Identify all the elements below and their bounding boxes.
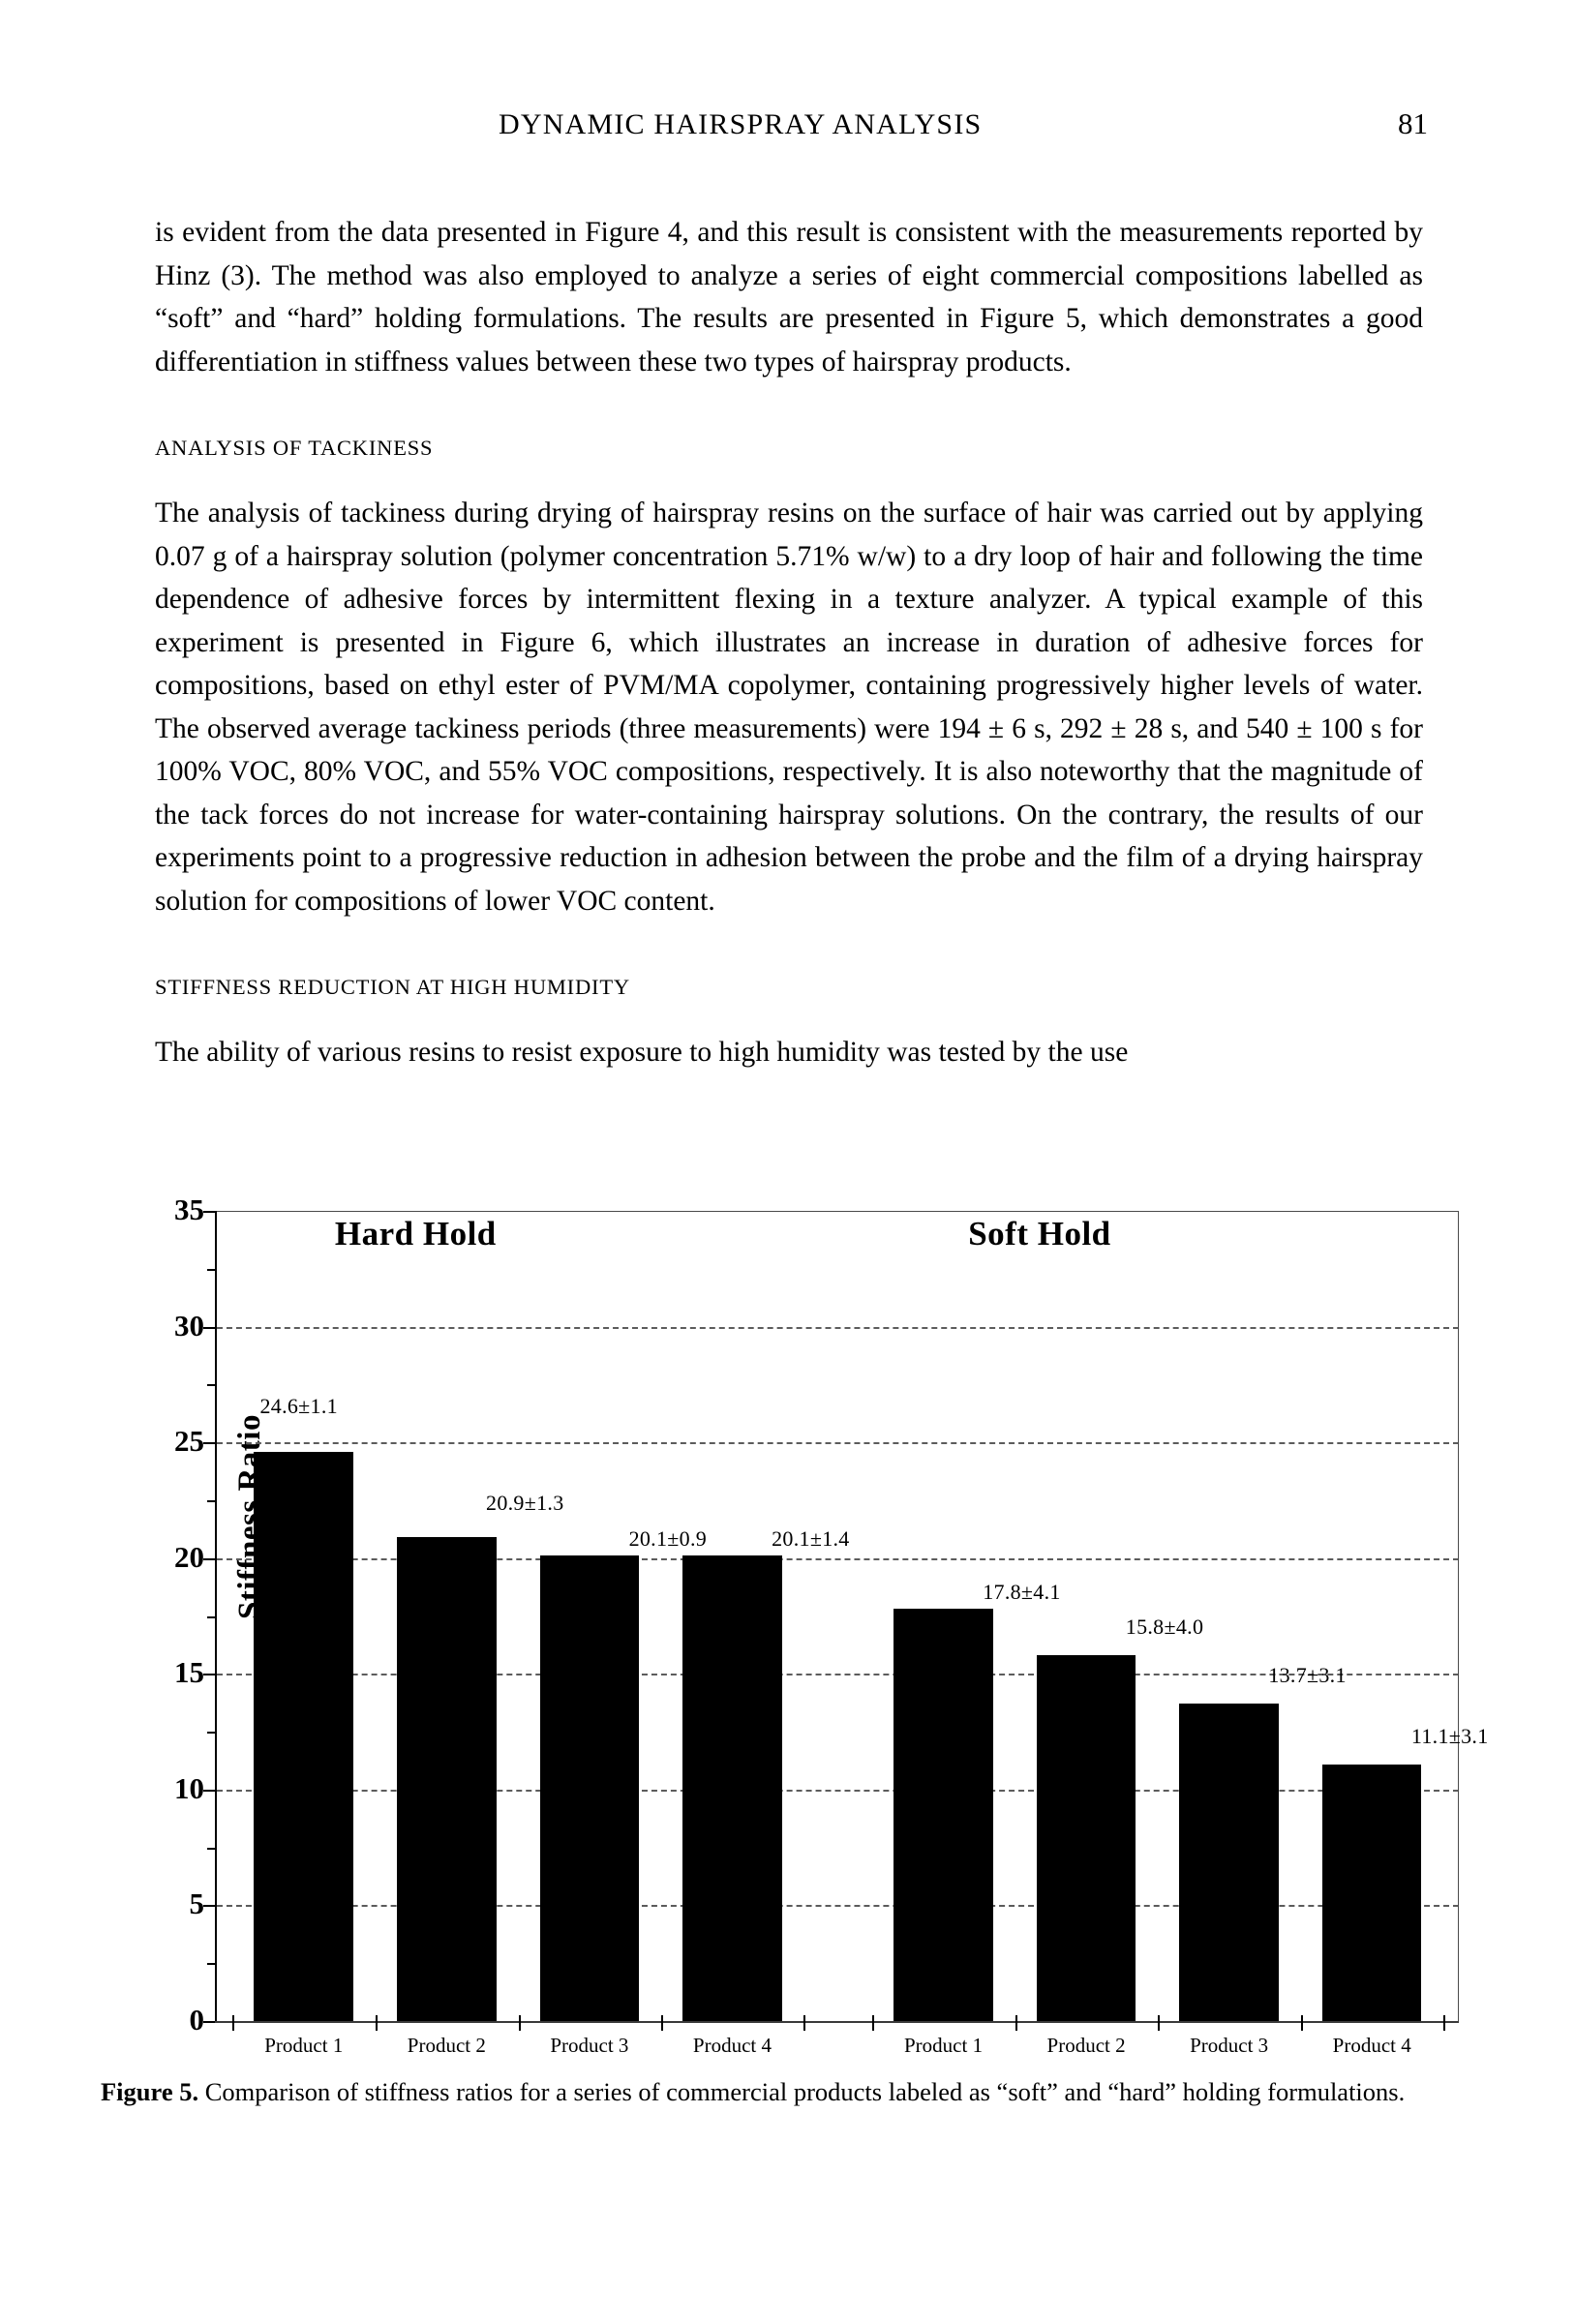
section-heading-analysis-of-tackiness: ANALYSIS OF TACKINESS — [155, 436, 434, 460]
group-label: Soft Hold — [968, 1215, 1111, 1253]
y-tick-label: 5 — [189, 1886, 205, 1921]
bar — [539, 1555, 640, 2021]
section-heading-stiffness-reduction: STIFFNESS REDUCTION AT HIGH HUMIDITY — [155, 975, 630, 999]
x-tick — [1300, 2015, 1303, 2031]
x-category-label: Product 2 — [1046, 2034, 1126, 2057]
y-tick-label: 0 — [189, 2003, 205, 2037]
y-tick-label: 30 — [174, 1308, 204, 1343]
bar-value-label: 20.9±1.3 — [486, 1491, 564, 1516]
figure-caption-text: Comparison of stiffness ratios for a ser… — [204, 2077, 1406, 2106]
bar — [1179, 1704, 1279, 2021]
x-category-label: Product 4 — [1332, 2034, 1411, 2057]
x-category-label: Product 3 — [1190, 2034, 1269, 2057]
running-head: DYNAMIC HAIRSPRAY ANALYSIS 81 — [150, 106, 1428, 141]
x-category-label: Product 1 — [904, 2034, 984, 2057]
group-label: Hard Hold — [334, 1215, 497, 1253]
spacer — [155, 922, 1423, 973]
x-tick — [376, 2015, 379, 2031]
bar-value-label: 20.1±0.9 — [628, 1526, 708, 1552]
paragraph-3: The ability of various resins to resist … — [155, 1037, 1129, 1068]
grid-line — [217, 1789, 1459, 1792]
bar-chart: Stiffness Ratio 0 5 10 15 20 25 30 35 Hard Hold… — [101, 1192, 1488, 2068]
y-tick-label: 10 — [174, 1770, 204, 1805]
x-tick — [232, 2015, 235, 2031]
figure-caption: Figure 5. Comparison of stiffness ratios… — [101, 2073, 1468, 2110]
grid-line — [217, 1557, 1459, 1560]
page-title: DYNAMIC HAIRSPRAY ANALYSIS — [499, 108, 983, 140]
plot-area — [215, 1211, 1459, 2022]
y-tick-minor — [207, 1732, 217, 1735]
bar-value-label: 20.1±1.4 — [772, 1526, 850, 1552]
x-tick — [1158, 2015, 1161, 2031]
figure-5: Stiffness Ratio 0 5 10 15 20 25 30 35 Hard Hold… — [101, 1192, 1488, 2165]
page-number: 81 — [1398, 106, 1428, 140]
bar-value-label: 15.8±4.0 — [1125, 1615, 1204, 1640]
y-tick-major — [203, 1905, 217, 1908]
x-tick — [661, 2015, 664, 2031]
bar — [1036, 1655, 1136, 2021]
x-category-label: Product 1 — [264, 2034, 344, 2057]
figure-number: Figure 5. — [101, 2077, 199, 2106]
y-tick-major — [203, 2021, 217, 2023]
bar-value-label: 17.8±4.1 — [983, 1580, 1061, 1605]
y-tick-label: 20 — [174, 1539, 204, 1574]
bar — [254, 1451, 354, 2021]
grid-line — [217, 1905, 1459, 1908]
y-tick-major — [203, 1674, 217, 1676]
x-tick — [803, 2015, 805, 2031]
body-column: is evident from the data presented in Fi… — [155, 211, 1423, 1074]
bar — [894, 1609, 993, 2021]
x-category-label: Product 3 — [550, 2034, 629, 2057]
paragraph-2: The analysis of tackiness during drying … — [155, 498, 1423, 917]
bar — [1321, 1764, 1422, 2021]
bars-layer — [217, 1211, 1459, 2021]
y-tick-label: 15 — [174, 1655, 204, 1690]
x-tick — [872, 2015, 875, 2031]
x-tick — [518, 2015, 521, 2031]
y-tick-minor — [207, 1499, 217, 1502]
bar-value-label: 11.1±3.1 — [1410, 1723, 1489, 1748]
y-tick-label: 25 — [174, 1424, 204, 1459]
y-tick-minor — [207, 1615, 217, 1618]
x-axis-line — [215, 2021, 1459, 2023]
y-tick-major — [203, 1326, 217, 1329]
grid-line — [217, 1442, 1459, 1445]
y-tick-minor — [207, 1963, 217, 1966]
y-tick-minor — [207, 1268, 217, 1271]
spacer — [155, 383, 1423, 434]
y-tick-minor — [207, 1384, 217, 1387]
x-category-label: Product 4 — [692, 2034, 772, 2057]
x-tick — [1442, 2015, 1445, 2031]
bar — [682, 1555, 782, 2021]
plot-frame-top — [215, 1211, 1459, 1212]
plot-frame-right — [1458, 1211, 1459, 2022]
paragraph-1: is evident from the data presented in Fi… — [155, 217, 1423, 377]
bar-value-label: 24.6±1.1 — [259, 1393, 338, 1418]
bar — [397, 1537, 497, 2021]
y-tick-major — [203, 1442, 217, 1445]
y-tick-minor — [207, 1847, 217, 1850]
x-category-label: Product 2 — [407, 2034, 486, 2057]
y-tick-major — [203, 1789, 217, 1792]
y-tick-label: 35 — [174, 1192, 204, 1226]
grid-line — [217, 1674, 1459, 1676]
grid-line — [217, 1326, 1459, 1329]
x-tick — [1015, 2015, 1017, 2031]
bar-value-label: 13.7±3.1 — [1268, 1663, 1347, 1688]
spacer — [155, 463, 1423, 492]
spacer — [155, 1002, 1423, 1031]
y-tick-major — [203, 1557, 217, 1560]
y-tick-major — [203, 1211, 217, 1213]
